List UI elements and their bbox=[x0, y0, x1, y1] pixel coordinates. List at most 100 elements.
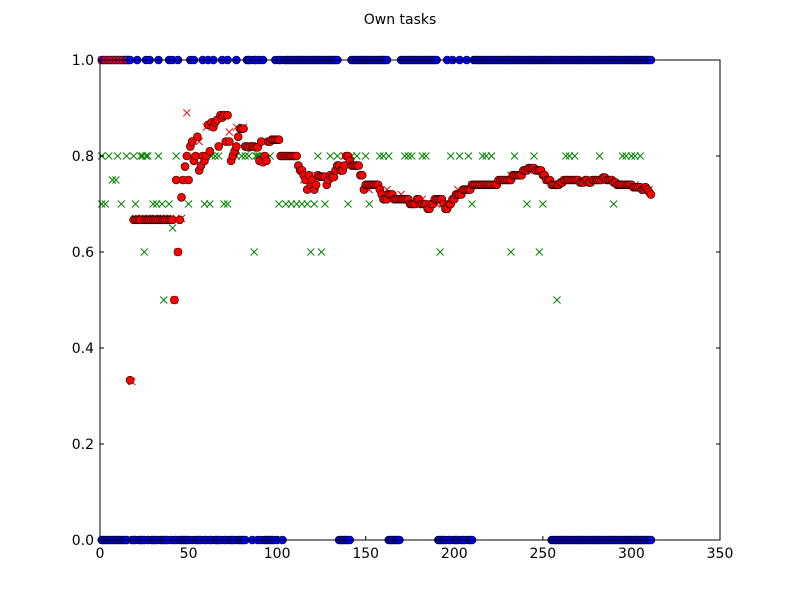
green-cross-point bbox=[113, 152, 122, 160]
x-tick-label: 250 bbox=[529, 546, 556, 562]
green-cross-point bbox=[595, 152, 604, 160]
green-cross-point bbox=[244, 152, 253, 160]
x-tick-label: 100 bbox=[264, 546, 291, 562]
x-tick-label: 50 bbox=[180, 546, 198, 562]
green-cross-point bbox=[464, 152, 473, 160]
green-cross-point bbox=[539, 200, 547, 208]
green-cross-point bbox=[237, 152, 246, 160]
y-tick-label: 0.2 bbox=[72, 437, 94, 453]
green-cross-point bbox=[317, 248, 326, 256]
green-cross-point bbox=[241, 152, 250, 160]
y-tick-label: 0.8 bbox=[72, 149, 94, 165]
green-cross-point bbox=[223, 200, 232, 208]
y-tick-label: 0.0 bbox=[72, 533, 94, 549]
red-circle-point bbox=[180, 162, 190, 171]
green-cross-point bbox=[478, 152, 487, 160]
green-cross-point bbox=[101, 200, 110, 208]
x-tick-label: 350 bbox=[707, 546, 734, 562]
green-cross-point bbox=[122, 152, 131, 160]
green-cross-point bbox=[530, 152, 538, 160]
green-cross-point bbox=[535, 248, 544, 256]
green-cross-point bbox=[523, 200, 531, 208]
green-cross-point bbox=[436, 248, 444, 256]
red-cross-point bbox=[225, 128, 234, 136]
green-cross-point bbox=[455, 152, 464, 160]
green-cross-point bbox=[636, 152, 645, 160]
y-tick-label: 0.6 bbox=[72, 245, 94, 261]
red-circle-point bbox=[182, 151, 192, 161]
green-cross-point bbox=[275, 200, 283, 208]
green-cross-point bbox=[326, 152, 335, 160]
red-circle-point bbox=[232, 142, 241, 151]
red-cross-point bbox=[182, 108, 191, 117]
green-cross-point bbox=[97, 200, 106, 208]
green-cross-point bbox=[172, 152, 181, 160]
green-cross-point bbox=[143, 152, 152, 160]
green-cross-point bbox=[108, 176, 117, 184]
green-cross-point bbox=[112, 176, 120, 184]
green-cross-point bbox=[321, 200, 329, 208]
green-cross-point bbox=[184, 200, 193, 208]
green-cross-point bbox=[418, 152, 427, 160]
red-circle-point bbox=[170, 295, 179, 305]
green-cross-point bbox=[422, 152, 430, 160]
green-cross-point bbox=[205, 200, 214, 208]
green-cross-point bbox=[105, 152, 113, 160]
green-cross-point bbox=[129, 152, 138, 160]
green-cross-point bbox=[158, 200, 166, 208]
green-cross-point bbox=[510, 152, 519, 160]
red-circle-point bbox=[354, 161, 363, 170]
red-circle-point bbox=[205, 146, 215, 156]
marks-layer bbox=[97, 55, 656, 545]
x-tick-label: 150 bbox=[352, 546, 379, 562]
green-cross-point bbox=[250, 248, 258, 256]
green-cross-point bbox=[627, 152, 636, 160]
green-cross-point bbox=[361, 152, 370, 160]
green-cross-point bbox=[487, 152, 496, 160]
green-cross-point bbox=[149, 200, 157, 208]
green-cross-point bbox=[353, 152, 361, 160]
green-cross-point bbox=[314, 152, 322, 160]
red-circle-point bbox=[239, 124, 248, 133]
red-circle-point bbox=[173, 247, 183, 257]
green-cross-point bbox=[562, 152, 570, 160]
red-circle-point bbox=[223, 110, 232, 120]
red-circle-point bbox=[646, 190, 656, 199]
red-circle-point bbox=[177, 192, 186, 202]
red-circle-point bbox=[274, 135, 284, 144]
red-circle-point bbox=[262, 156, 271, 166]
red-circle-point bbox=[193, 132, 202, 142]
green-cross-point bbox=[142, 152, 150, 160]
green-cross-point bbox=[468, 200, 476, 208]
green-cross-point bbox=[365, 200, 374, 208]
y-tick-label: 0.4 bbox=[72, 341, 94, 357]
green-cross-point bbox=[220, 200, 228, 208]
axes-frame bbox=[99, 59, 721, 541]
green-cross-point bbox=[333, 152, 342, 160]
green-cross-point bbox=[376, 152, 384, 160]
x-tick-label: 200 bbox=[441, 546, 468, 562]
green-cross-point bbox=[400, 152, 409, 160]
green-cross-point bbox=[553, 296, 561, 304]
red-circle-point bbox=[225, 137, 234, 146]
red-circle-point bbox=[125, 375, 135, 385]
red-circle-point bbox=[214, 142, 223, 151]
green-cross-point bbox=[117, 200, 126, 208]
green-cross-point bbox=[131, 200, 140, 208]
x-tick-label: 300 bbox=[618, 546, 645, 562]
green-cross-point bbox=[407, 152, 416, 160]
green-cross-point bbox=[154, 152, 163, 160]
green-cross-point bbox=[159, 296, 168, 304]
red-circle-point bbox=[233, 132, 243, 142]
red-circle-point bbox=[175, 215, 185, 225]
green-cross-point bbox=[344, 200, 352, 208]
green-cross-point bbox=[140, 248, 149, 256]
red-circle-point bbox=[357, 170, 367, 180]
red-circle-point bbox=[187, 137, 197, 146]
x-tick-label: 0 bbox=[96, 546, 105, 562]
green-cross-point bbox=[507, 248, 515, 256]
red-circle-point bbox=[292, 151, 301, 161]
green-cross-point bbox=[609, 200, 618, 208]
green-cross-point bbox=[404, 152, 413, 160]
